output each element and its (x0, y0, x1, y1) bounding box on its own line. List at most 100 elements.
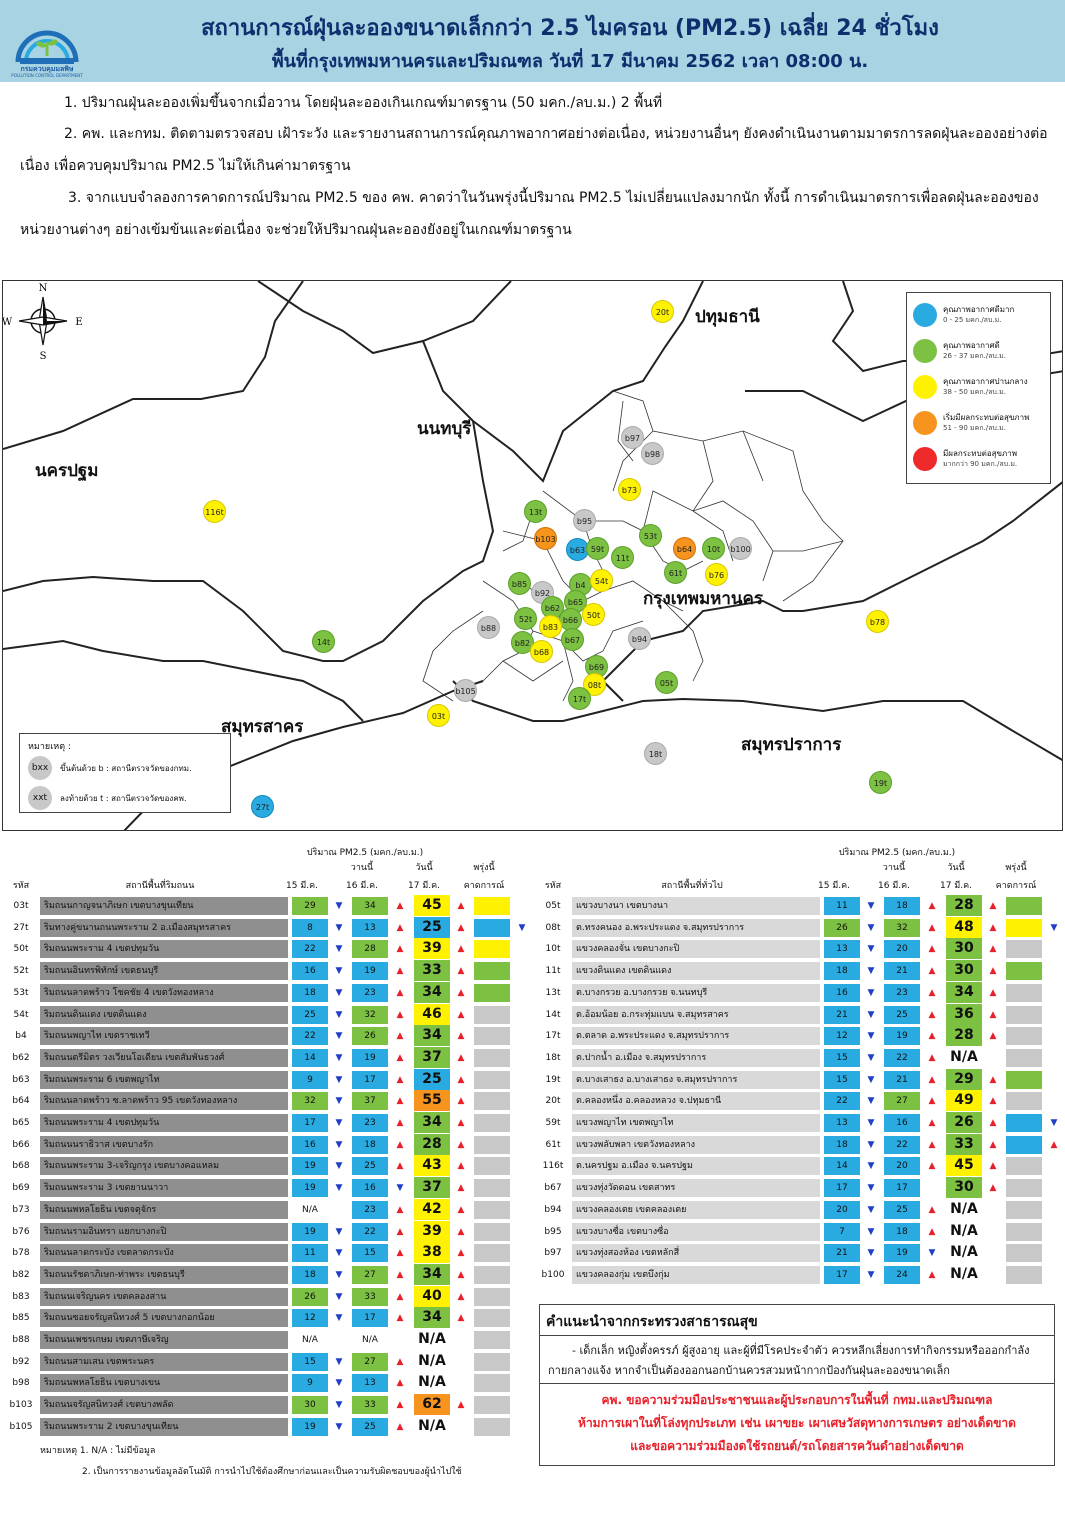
health-advice-box: คำแนะนำจากกระทรวงสาธารณสุข - เด็กเล็ก หญ… (539, 1304, 1055, 1466)
cell-code: b4 (15, 1031, 27, 1042)
arrow-empty (514, 1114, 530, 1132)
advice-request-line-3: และขอความร่วมมืองดใช้รถยนต์/รถโดยสารควัน… (630, 1439, 964, 1453)
arrow-up-icon: ▲ (396, 1161, 404, 1172)
cell-v15: 20 (824, 1200, 860, 1219)
arrow-down-icon: ▼ (518, 922, 526, 933)
cell-v16: 15 (352, 1244, 388, 1263)
cell-code: b94 (544, 1204, 562, 1215)
cell-v16: 23 (352, 1200, 388, 1219)
col-forecast-right: คาดการณ์ (995, 881, 1037, 891)
summary-point-2: 2. คพ. และกทม. ติดตามตรวจสอบ เฝ้าระวัง แ… (20, 126, 1048, 174)
arrow-up-icon: ▲ (928, 901, 936, 911)
cell-v16: 13 (352, 918, 388, 937)
arrow-down-icon: ▼ (867, 1074, 875, 1085)
cell-v16: 27 (352, 1352, 388, 1371)
station-map: N S W E ปทุมธานี นนทบุรี นครปฐม กรุงเทพม… (2, 280, 1063, 831)
station-marker-b85: b85 (508, 572, 531, 595)
forecast-swatch (474, 1287, 510, 1306)
legend-item-very-good: คุณภาพอากาศดีมาก 0 - 25 มคก./ลบ.ม. (913, 301, 1048, 331)
cell-v15: 19 (292, 1179, 328, 1198)
station-marker-61t: 61t (664, 561, 687, 584)
col-yesterday-right: วานนี้ (882, 863, 906, 873)
arrow-up-icon: ▲ (457, 1161, 465, 1172)
cell-v17: 34 (414, 981, 450, 1003)
arrow-down-icon: ▼ (867, 1269, 875, 1280)
cell-name: ริมถนนพระราม 3-เจริญกรุง เขตบางคอแหลม (40, 1157, 288, 1176)
table-row-b64: b64 ริมถนนลาดพร้าว ซ.ลาดพร้าว 95 เขตวังทอ… (8, 1090, 528, 1112)
station-marker-52t: 52t (514, 607, 537, 630)
arrow-up-icon: ▲ (457, 1052, 465, 1063)
station-marker-b73: b73 (618, 478, 641, 501)
cell-code: b100 (541, 1269, 565, 1280)
cell-v17: 40 (414, 1285, 450, 1307)
cell-name: แขวงบางซื่อ เขตบางซื่อ (572, 1222, 820, 1241)
arrow-up-icon: ▲ (928, 1226, 936, 1237)
col-forecast: คาดการณ์ (463, 881, 505, 891)
arrow-up-icon: ▲ (457, 1400, 465, 1411)
table-row-b88: b88 ริมถนนเพชรเกษม เขตภาษีเจริญ N/A N/A N/A (8, 1329, 528, 1351)
forecast-swatch (1006, 1027, 1042, 1046)
province-label-samutprakan: สมุทรปราการ (741, 735, 842, 755)
station-marker-b78: b78 (866, 610, 889, 633)
cell-v17: N/A (946, 1046, 982, 1068)
table-row-b85: b85 ริมถนนซอยจรัญสนิทวงศ์ 5 เขตบางกอกน้อย… (8, 1307, 528, 1329)
cell-v15: 17 (824, 1265, 860, 1284)
advice-body: - เด็กเล็ก หญิงตั้งครรภ์ ผู้สูงอายุ และผ… (548, 1344, 1030, 1377)
station-marker-b103: b103 (534, 527, 557, 550)
station-marker-11t: 11t (611, 546, 634, 569)
cell-code: b98 (12, 1378, 30, 1389)
cell-name: ต.ปากน้ำ อ.เมือง จ.สมุทรปราการ (572, 1048, 820, 1067)
summary-point-3: 3. จากแบบจำลองการคาดการณ์ปริมาณ PM2.5 ขอ… (20, 190, 1039, 238)
forecast-swatch (1006, 1070, 1042, 1089)
arrow-down-icon: ▼ (335, 1421, 343, 1432)
compass-n: N (39, 283, 48, 294)
cell-v15: 32 (292, 1092, 328, 1111)
table-row-61t: 61t แขวงพลับพลา เขตวังทองหลาง 18 ▼ 22 ▲ 33 ▲ ▲ (540, 1133, 1060, 1156)
cell-code: b92 (12, 1356, 30, 1367)
divider (540, 1383, 1054, 1384)
note-bkk-station: bxx ขึ้นต้นด้วย b : สถานีตรวจวัดของกทม. (28, 756, 228, 780)
unit-label-left: ปริมาณ PM2.5 (มคก./ลบ.ม.) (306, 848, 424, 858)
arrow-down-icon: ▼ (867, 1031, 875, 1042)
table-row-b95: b95 แขวงบางซื่อ เขตบางซื่อ 7 ▼ 18 ▲ N/A (540, 1220, 1060, 1243)
cell-v17: 34 (414, 1263, 450, 1285)
forecast-swatch (474, 1092, 510, 1111)
arrow-down-icon: ▼ (867, 987, 875, 998)
arrow-empty (1046, 984, 1062, 1002)
cell-v16: 37 (352, 1092, 388, 1111)
arrow-up-icon: ▲ (457, 1183, 465, 1194)
arrow-down-icon: ▼ (335, 1378, 343, 1389)
arrow-down-icon: ▼ (335, 922, 343, 933)
map-note: หมายเหตุ : bxx ขึ้นต้นด้วย b : สถานีตรวจ… (19, 733, 231, 813)
table-row-53t: 53t ริมถนนลาดพร้าว โชคชัย 4 เขตวังทองหลาง… (8, 981, 528, 1004)
arrow-up-icon: ▲ (457, 1031, 465, 1042)
arrow-up-icon: ▲ (1050, 1139, 1058, 1150)
cell-v15: 18 (824, 1135, 860, 1154)
arrow-up-icon: ▲ (457, 1291, 465, 1302)
arrow-up-icon: ▲ (928, 966, 936, 977)
forecast-swatch (1006, 918, 1042, 937)
arrow-down-icon: ▼ (867, 901, 875, 911)
cell-v16: 33 (352, 1396, 388, 1415)
forecast-swatch (474, 1200, 510, 1219)
cell-name: ริมถนนรามอินทรา แยกบางกะปิ (40, 1222, 288, 1241)
cell-v15: 19 (292, 1417, 328, 1436)
cell-name: ริมถนนเจริญนคร เขตคลองสาน (40, 1287, 288, 1306)
col-tomorrow: พรุ่งนี้ (473, 863, 495, 873)
forecast-swatch (474, 1374, 510, 1393)
station-marker-b63: b63 (566, 538, 589, 561)
arrow-down-icon: ▼ (867, 1052, 875, 1063)
arrow-up-icon: ▲ (928, 1161, 936, 1172)
arrow-empty (514, 1374, 530, 1392)
station-marker-b76: b76 (705, 563, 728, 586)
arrow-up-icon: ▲ (457, 1204, 465, 1215)
table-row-b62: b62 ริมถนนตรีมิตร วงเวียนโอเดียน เขตสัมพั… (8, 1046, 528, 1069)
table-row-b69: b69 ริมถนนพระราม 3 เขตยานนาวา 19 ▼ 16 ▼ 37 ▲ (8, 1177, 528, 1199)
arrow-empty (514, 1266, 530, 1284)
table-row-11t: 11t แขวงดินแดง เขตดินแดง 18 ▼ 21 ▲ 30 ▲ (540, 960, 1060, 982)
forecast-swatch (474, 1005, 510, 1024)
cell-v15: 18 (824, 962, 860, 981)
cell-v17: 55 (414, 1090, 450, 1112)
cell-v15: 18 (292, 983, 328, 1002)
arrow-empty (514, 1353, 530, 1371)
